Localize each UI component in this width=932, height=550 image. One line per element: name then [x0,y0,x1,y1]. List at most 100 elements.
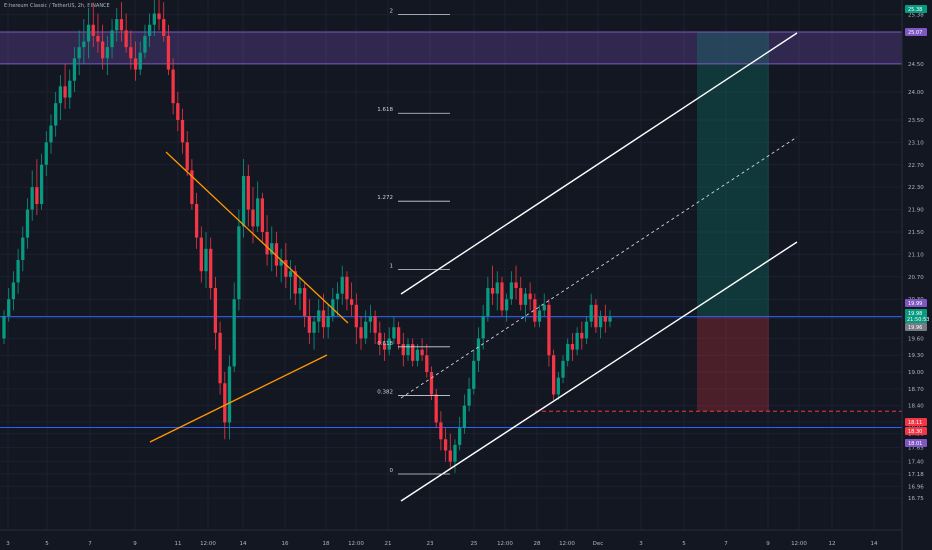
candle-body [594,304,598,328]
candle-body [68,80,72,98]
x-tick-label: 9 [766,541,770,547]
x-tick-label: 5 [682,541,686,547]
candle-body [293,271,297,294]
candle-body [458,428,462,445]
fib-levels: 2 1.618 1.272 1 0.618 0.382 0 [377,9,450,475]
candle-body [307,316,311,333]
candle-body [495,282,499,294]
candle-body [608,317,612,322]
candle-body [124,30,128,48]
candle-body [58,86,63,104]
y-tick-label: 17.18 [908,472,924,478]
candle-body [415,349,420,361]
fib-label: 2 [390,9,394,15]
candle-body [30,187,34,210]
candle-body [143,35,147,53]
candle-body [227,366,232,423]
candle-body [209,248,213,289]
candle-body [54,103,58,126]
candle-body [570,344,575,350]
x-tick-label: 16 [282,541,289,547]
candle-body [406,344,410,356]
candle-body [364,321,368,339]
channel-lower-line [400,241,798,502]
price-badge [905,323,927,331]
candle-body [500,282,504,311]
candle-body [467,388,471,406]
candle-body [44,142,48,165]
y-tick-label: 23.50 [908,118,924,124]
candle-body [598,316,603,328]
price-badge [905,299,927,307]
candle-body [561,360,565,378]
price-badge [905,427,927,435]
x-tick-label: 3 [6,541,10,547]
candle-body [349,299,354,305]
x-tick-label: 12:00 [559,541,575,547]
price-badge-label: 25.38 [908,7,922,13]
triangle-lower-line [149,354,328,443]
candle-body [401,344,405,356]
candle-body [434,394,438,423]
candle-body [331,299,335,317]
candle-body [35,187,39,204]
candle-body [25,209,30,238]
price-badge-label: 19.99 [908,301,922,307]
candle-body [354,304,358,328]
time-axis: 3 5 7 9 11 12:00 14 16 18 12:00 21 23 25 12:00 28 12:00… [0,529,902,547]
x-tick-label: 12:00 [200,541,216,547]
candle-body [274,243,279,266]
y-tick-label: 18.70 [908,387,924,393]
price-axis: USDT 25.3825.0724.5024.0023.5023.1022.70… [901,0,924,550]
y-tick-label: 19.60 [908,336,924,342]
candle-body [420,349,424,356]
candle-body [523,293,528,305]
candle-body [16,260,20,283]
candle-body [190,170,194,204]
candle-body [392,327,396,339]
candle-body [556,377,560,395]
y-tick-label: 22.30 [908,185,924,191]
candle-body [509,282,513,300]
drawings [149,32,798,502]
y-tick-label: 20.70 [908,275,924,281]
y-tick-label: 17.65 [908,446,924,452]
candles [2,0,612,473]
channel-upper-line [400,32,798,295]
price-badge [905,309,927,323]
fib-label: 0.382 [377,390,393,396]
x-tick-label: 5 [45,541,49,547]
candle-body [378,332,382,345]
x-tick-label: 23 [427,541,434,547]
candle-body [77,47,81,59]
candle-body [91,24,95,36]
y-tick-label: 21.10 [908,252,924,258]
y-tick-label: 16.96 [908,484,924,490]
price-badge-countdown: 21:50:53 [907,317,929,323]
candle-body [481,316,485,339]
candle-body [514,282,518,289]
y-tick-label: 18.40 [908,404,924,410]
candle-body [486,288,490,317]
candle-body [505,299,509,311]
x-tick-label: 9 [133,541,137,547]
x-tick-label: 3 [639,541,643,547]
candle-body [279,260,283,266]
candle-body [537,310,542,322]
candle-body [96,35,100,42]
price-badge-label: 18.30 [908,429,922,435]
candle-body [476,338,481,361]
zones [0,31,902,429]
candle-body [439,422,443,440]
candle-body [411,344,415,361]
candle-body [2,316,6,339]
candle-body [453,444,457,462]
y-tick-label: 19.30 [908,353,924,359]
candle-body [194,203,199,238]
candle-body [105,47,109,59]
x-tick-label: 7 [88,541,92,547]
candle-body [288,271,293,277]
x-tick-label: 25 [471,541,478,547]
